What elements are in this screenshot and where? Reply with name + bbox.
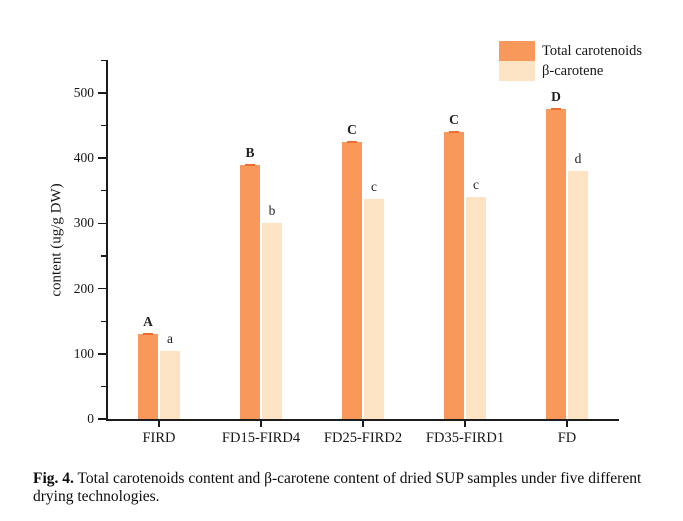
bar-total-carotenoids	[444, 132, 464, 419]
x-tick-label: FIRD	[142, 430, 176, 446]
significance-label: b	[268, 203, 276, 219]
error-bar-cap	[449, 131, 459, 134]
significance-label: C	[347, 121, 357, 137]
bar-beta-carotene	[262, 223, 282, 419]
bar-total-carotenoids	[240, 164, 260, 419]
significance-label: B	[245, 144, 255, 160]
bar-beta-carotene	[568, 171, 588, 419]
legend-item-total-carotenoids: Total carotenoids	[499, 41, 642, 61]
legend-swatch-total-carotenoids	[499, 41, 535, 61]
x-tick	[566, 421, 568, 427]
significance-label: D	[551, 89, 561, 105]
y-tick	[98, 418, 106, 420]
legend: Total carotenoids β-carotene	[499, 41, 642, 81]
y-tick	[98, 222, 106, 225]
x-axis-line	[106, 419, 619, 421]
legend-item-beta-carotene: β-carotene	[499, 61, 642, 81]
significance-label: c	[473, 177, 479, 193]
y-tick	[98, 287, 106, 290]
y-tick	[98, 353, 106, 355]
bar-beta-carotene	[160, 350, 180, 419]
x-tick-label: FD	[557, 430, 577, 446]
x-tick-label: FD25-FIRD2	[323, 430, 403, 446]
error-bar-cap	[245, 163, 255, 166]
figure-caption: Fig. 4. Total carotenoids content and β-…	[33, 470, 665, 505]
y-tick	[98, 92, 106, 94]
y-axis-line	[106, 60, 108, 421]
x-tick-label: FD15-FIRD4	[221, 430, 301, 446]
figure-caption-text: Total carotenoids content and β-carotene…	[33, 470, 642, 505]
bar-total-carotenoids	[546, 109, 566, 419]
x-tick	[158, 421, 160, 427]
bar-total-carotenoids	[342, 141, 362, 419]
y-tick-label: 300	[73, 215, 94, 231]
x-tick-label: FD35-FIRD1	[425, 430, 505, 446]
significance-label: C	[449, 112, 459, 128]
bar-total-carotenoids	[138, 334, 158, 419]
y-tick-label: 200	[73, 280, 94, 296]
legend-swatch-beta-carotene	[499, 61, 535, 81]
x-tick	[362, 421, 364, 427]
y-minor-tick	[101, 320, 106, 322]
y-tick	[98, 157, 106, 159]
significance-label: d	[574, 151, 582, 167]
figure-caption-label: Fig. 4.	[33, 470, 74, 487]
legend-label-total-carotenoids: Total carotenoids	[542, 42, 643, 59]
y-axis-title: content (ug/g DW)	[48, 183, 65, 297]
significance-label: A	[143, 314, 153, 330]
x-tick	[260, 421, 262, 427]
y-minor-tick	[101, 59, 106, 61]
error-bar-cap	[347, 140, 357, 143]
x-tick	[464, 421, 466, 427]
error-bar-cap	[551, 108, 561, 111]
y-tick-label: 500	[73, 85, 94, 100]
bar-beta-carotene	[466, 197, 486, 419]
y-tick-label: 400	[73, 150, 94, 166]
y-tick-label: 100	[73, 345, 94, 361]
y-minor-tick	[101, 125, 106, 127]
y-minor-tick	[101, 190, 106, 192]
y-tick-label: 0	[87, 411, 94, 426]
y-minor-tick	[101, 385, 106, 387]
legend-label-beta-carotene: β-carotene	[542, 62, 604, 79]
significance-label: c	[371, 179, 377, 195]
bar-beta-carotene	[364, 199, 384, 419]
error-bar-cap	[143, 333, 153, 336]
significance-label: a	[167, 330, 173, 346]
y-minor-tick	[101, 255, 106, 257]
